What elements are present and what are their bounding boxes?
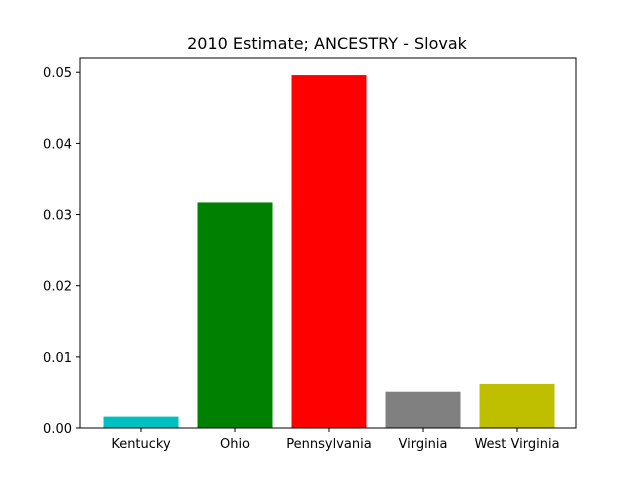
y-tick-label: 0.01 — [43, 351, 72, 366]
y-tick-label: 0.05 — [43, 66, 72, 81]
y-tick-label: 0.04 — [43, 137, 72, 152]
y-tick-label: 0.03 — [43, 209, 72, 224]
chart-title: 2010 Estimate; ANCESTRY - Slovak — [187, 34, 468, 53]
x-axis-ticks: Kentucky Ohio Pennsylvania Virginia West… — [111, 428, 560, 452]
bar-west-virginia — [479, 383, 555, 428]
y-tick-label: 0.02 — [43, 280, 72, 295]
x-tick-label: Kentucky — [111, 437, 171, 452]
y-axis-ticks: 0.00 0.01 0.02 0.03 0.04 0.05 — [43, 66, 80, 437]
bar-ohio — [197, 202, 273, 428]
bar-virginia — [385, 391, 461, 428]
x-tick-label: Ohio — [220, 437, 250, 452]
plot-frame — [79, 57, 577, 429]
y-tick-label: 0.00 — [43, 422, 72, 437]
x-tick-label: Pennsylvania — [286, 437, 371, 452]
bar-kentucky — [103, 416, 179, 428]
x-tick-label: Virginia — [398, 437, 447, 452]
x-tick-label: West Virginia — [474, 437, 559, 452]
bars-group — [103, 75, 555, 429]
bar-pennsylvania — [291, 75, 367, 429]
